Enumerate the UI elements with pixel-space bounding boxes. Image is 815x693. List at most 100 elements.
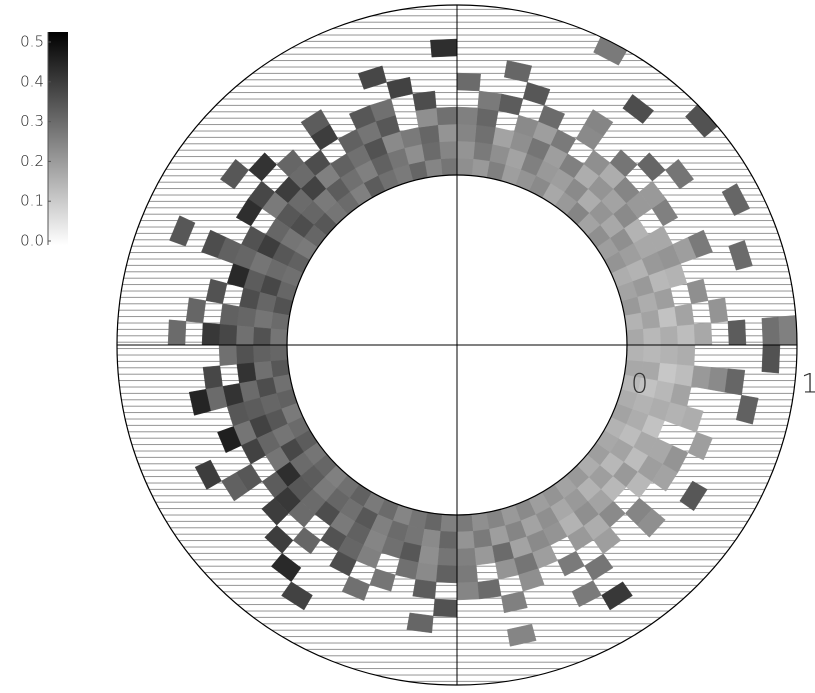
heat-cell (477, 90, 502, 111)
heat-cell (657, 362, 678, 384)
heat-cell (253, 361, 274, 381)
heat-cell (735, 394, 759, 425)
heat-cell (660, 344, 679, 365)
heat-cell (415, 107, 438, 128)
heat-cell (456, 72, 481, 92)
heat-cell (415, 562, 438, 583)
heat-cell (676, 344, 696, 366)
heat-cell (235, 325, 254, 346)
colorbar (48, 32, 68, 245)
heat-cell (418, 545, 440, 566)
heat-cell (761, 344, 781, 374)
heat-cell (185, 297, 207, 323)
heat-cell (637, 508, 666, 538)
heat-cell (236, 362, 257, 384)
heat-cell (456, 531, 475, 550)
colorbar-tick-label: 0.3 (20, 112, 44, 130)
heat-cell (456, 140, 475, 159)
heat-cell (252, 344, 271, 363)
colorbar-tick-label: 0.4 (20, 72, 44, 90)
heat-cell (660, 325, 679, 346)
heat-cell (727, 319, 747, 346)
heat-cell (424, 512, 443, 532)
heat-cell (300, 109, 330, 137)
heat-cell (412, 90, 437, 111)
heat-cell (665, 158, 695, 190)
heat-cell (501, 591, 528, 614)
r-tick-label: 0 (631, 369, 648, 400)
heat-cell (218, 324, 238, 346)
heat-cell (637, 152, 666, 182)
heat-cell (167, 319, 187, 346)
heat-cell (476, 107, 499, 128)
heat-cell (474, 124, 496, 145)
heat-cell (341, 575, 371, 601)
heat-cell (686, 278, 709, 304)
heat-cell (584, 109, 614, 137)
heat-cell (506, 623, 537, 647)
heat-cell (437, 123, 458, 142)
heat-cell (269, 344, 288, 362)
heat-cell (456, 548, 477, 567)
heat-cell (456, 564, 478, 584)
heat-cell (680, 406, 704, 433)
heat-cell (687, 431, 713, 461)
heat-cell (473, 141, 493, 162)
heat-cell (421, 528, 441, 549)
heat-cell (601, 581, 633, 611)
heat-cell (421, 141, 441, 162)
heat-cell (687, 229, 713, 259)
heat-cell (188, 389, 211, 416)
heat-cell (270, 312, 290, 331)
heat-cell (474, 545, 496, 566)
heat-cell (643, 327, 662, 346)
heat-cell (292, 527, 321, 555)
heat-cell (437, 548, 458, 567)
heat-cell (253, 309, 274, 329)
colorbar-tick-label: 0.5 (20, 33, 44, 51)
heat-cell (169, 215, 196, 247)
heat-cell (693, 322, 713, 346)
heat-cell (235, 344, 254, 365)
heat-cell (657, 306, 678, 328)
heat-cell (269, 328, 288, 346)
heat-cell (194, 459, 222, 490)
heat-cell (456, 581, 480, 601)
heat-cell (201, 229, 227, 259)
heat-cell (369, 568, 396, 592)
heat-cell (236, 306, 257, 328)
heat-cell (728, 240, 753, 271)
heat-cell (218, 344, 238, 366)
heat-cell (679, 480, 708, 512)
heat-cell (674, 303, 695, 326)
heat-cell (622, 94, 654, 124)
heat-cell (456, 123, 477, 142)
heat-cell (281, 581, 313, 611)
heat-cell (439, 531, 458, 550)
heat-cell (477, 579, 502, 600)
heat-cell (626, 328, 645, 346)
heat-cell (219, 303, 240, 326)
heat-cell (202, 365, 223, 390)
heat-cell (626, 344, 645, 362)
heat-cell (219, 158, 249, 190)
heat-cell (433, 598, 458, 618)
heat-cell (471, 158, 490, 178)
colorbar-tick-label: 0.2 (20, 152, 44, 170)
heat-cell (609, 149, 638, 177)
colorbar-tick-label: 0.0 (20, 232, 44, 250)
heat-cell (707, 367, 729, 393)
heat-cell (724, 368, 746, 396)
heat-cell (440, 157, 458, 176)
heat-cell (436, 564, 458, 584)
heat-cell (439, 140, 458, 159)
heat-cell (761, 316, 781, 346)
heat-cell (201, 322, 221, 346)
heat-cell (406, 612, 434, 634)
axes-layer: 0 1 0.0 0.1 0.2 0.3 0.4 0.5 (20, 4, 815, 686)
heat-cell (584, 553, 614, 581)
heat-cell (252, 327, 271, 346)
r-tick-label: 1 (801, 369, 815, 400)
